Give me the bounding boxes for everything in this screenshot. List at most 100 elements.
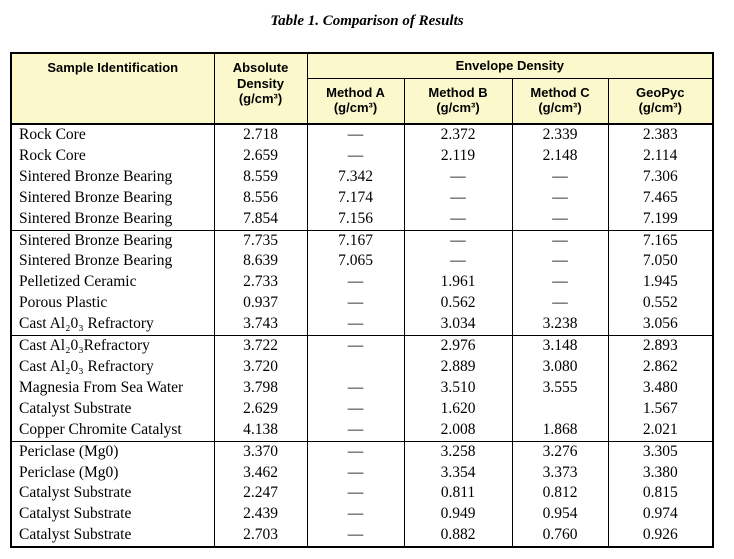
method-b-cell: —: [403, 229, 513, 252]
method-a-cell: —: [306, 504, 405, 526]
header-absolute-density: Absolute Density (g/cm³): [213, 52, 308, 125]
table-row: Periclase (Mg0) 3.370—3.258 3.276 3.305: [10, 440, 714, 463]
absolute-cell: 2.659: [213, 145, 308, 167]
method-b-cell: —: [403, 187, 513, 209]
absolute-cell: 7.854: [213, 208, 308, 231]
method-a-cell: —: [306, 525, 405, 548]
absolute-cell: 2.703: [213, 525, 308, 548]
method-c-cell: 3.148: [511, 335, 609, 357]
absolute-cell: 8.559: [213, 166, 308, 188]
method-a-cell: —: [306, 483, 405, 505]
method-b-cell: 3.258: [403, 440, 513, 463]
sample-cell: Cast Al₂0₃Refractory: [10, 335, 215, 357]
geopyc-cell: 2.114: [607, 145, 714, 167]
table-header: Sample Identification Absolute Density (…: [10, 52, 714, 125]
table-row: Porous Plastic 0.937—0.562—0.552: [10, 293, 714, 315]
absolute-cell: 3.720: [213, 356, 308, 378]
method-a-cell: [306, 356, 405, 378]
geopyc-cell: 0.815: [607, 483, 714, 505]
method-c-cell: —: [511, 251, 609, 273]
header-method-a-label: Method A: [326, 84, 385, 100]
table-row: Catalyst Substrate 2.247—0.811 0.812 0.815: [10, 483, 714, 505]
method-c-cell: —: [511, 229, 609, 252]
table-caption: Table 1. Comparison of Results: [270, 13, 464, 29]
method-c-cell: —: [511, 293, 609, 315]
method-c-cell: 0.760: [511, 525, 609, 548]
sample-cell: Catalyst Substrate: [10, 504, 215, 526]
method-a-cell: —: [306, 314, 405, 336]
sample-cell: Periclase (Mg0): [10, 462, 215, 484]
absolute-cell: 2.629: [213, 398, 308, 420]
header-method-c: Method C (g/cm³): [511, 77, 609, 125]
method-b-cell: 1.961: [403, 272, 513, 294]
method-c-cell: 3.238: [511, 314, 609, 336]
method-a-cell: 7.167: [306, 229, 405, 252]
sample-cell: Catalyst Substrate: [10, 483, 215, 505]
table-row: Catalyst Substrate 2.703—0.882 0.760 0.926: [10, 525, 714, 548]
sample-cell: Sintered Bronze Bearing: [10, 229, 215, 252]
method-a-cell: —: [306, 335, 405, 357]
header-sample-identification: Sample Identification: [10, 52, 215, 125]
method-b-cell: —: [403, 251, 513, 273]
method-a-cell: —: [306, 419, 405, 442]
table-row: Rock Core 2.718—2.372 2.339 2.383: [10, 124, 714, 146]
method-c-cell: —: [511, 208, 609, 231]
absolute-cell: 8.639: [213, 251, 308, 273]
method-b-cell: 3.354: [403, 462, 513, 484]
table-row: Cast Al₂0₃ Refractory 3.720 2.889 3.080 2.86…: [10, 356, 714, 378]
absolute-cell: 4.138: [213, 419, 308, 442]
geopyc-cell: 3.480: [607, 377, 714, 399]
sample-cell: Copper Chromite Catalyst: [10, 419, 215, 442]
table-row: Rock Core 2.659—2.119 2.148 2.114: [10, 145, 714, 167]
absolute-cell: 2.733: [213, 272, 308, 294]
table-body: Rock Core 2.718—2.372 2.339 2.383 Rock Core 2…: [10, 124, 714, 548]
method-a-cell: 7.342: [306, 166, 405, 188]
method-c-cell: 1.868: [511, 419, 609, 442]
method-b-cell: 0.811: [403, 483, 513, 505]
sample-cell: Periclase (Mg0): [10, 440, 215, 463]
sample-cell: Cast Al₂0₃ Refractory: [10, 356, 215, 378]
method-c-cell: 3.555: [511, 377, 609, 399]
geopyc-cell: 2.893: [607, 335, 714, 357]
header-geopyc-unit: (g/cm³): [638, 100, 682, 115]
method-c-cell: 2.339: [511, 124, 609, 146]
method-b-cell: 3.510: [403, 377, 513, 399]
sample-cell: Sintered Bronze Bearing: [10, 208, 215, 231]
table-row: Sintered Bronze Bearing 8.556 7.174— —7.465: [10, 187, 714, 209]
table-row: Pelletized Ceramic 2.733—1.961—1.945: [10, 272, 714, 294]
table-row: Sintered Bronze Bearing 8.559 7.342— —7.306: [10, 166, 714, 188]
method-c-cell: [511, 398, 609, 420]
header-method-a: Method A (g/cm³): [306, 77, 405, 125]
absolute-cell: 3.462: [213, 462, 308, 484]
geopyc-cell: 7.050: [607, 251, 714, 273]
method-b-cell: —: [403, 166, 513, 188]
geopyc-cell: 2.862: [607, 356, 714, 378]
table-row: Periclase (Mg0) 3.462—3.354 3.373 3.380: [10, 462, 714, 484]
geopyc-cell: 1.945: [607, 272, 714, 294]
geopyc-cell: 3.056: [607, 314, 714, 336]
sample-cell: Cast Al₂0₃ Refractory: [10, 314, 215, 336]
absolute-cell: 2.439: [213, 504, 308, 526]
geopyc-cell: 2.021: [607, 419, 714, 442]
method-b-cell: 0.949: [403, 504, 513, 526]
method-c-cell: 0.812: [511, 483, 609, 505]
sample-cell: Pelletized Ceramic: [10, 272, 215, 294]
method-c-cell: 3.373: [511, 462, 609, 484]
method-a-cell: —: [306, 293, 405, 315]
header-method-b-label: Method B: [428, 84, 488, 100]
header-method-c-label: Method C: [530, 84, 590, 100]
method-a-cell: 7.174: [306, 187, 405, 209]
absolute-cell: 3.798: [213, 377, 308, 399]
table-row: Sintered Bronze Bearing 7.735 7.167— —7.165: [10, 229, 714, 252]
method-a-cell: —: [306, 145, 405, 167]
method-b-cell: —: [403, 208, 513, 231]
method-b-cell: 2.372: [403, 124, 513, 146]
table-row: Catalyst Substrate 2.629—1.620 1.567: [10, 398, 714, 420]
geopyc-cell: 3.380: [607, 462, 714, 484]
method-c-cell: —: [511, 272, 609, 294]
geopyc-cell: 7.306: [607, 166, 714, 188]
method-b-cell: 1.620: [403, 398, 513, 420]
table-row: Copper Chromite Catalyst 4.138—2.008 1.868…: [10, 419, 714, 442]
geopyc-cell: 0.552: [607, 293, 714, 315]
method-c-cell: 3.276: [511, 440, 609, 463]
